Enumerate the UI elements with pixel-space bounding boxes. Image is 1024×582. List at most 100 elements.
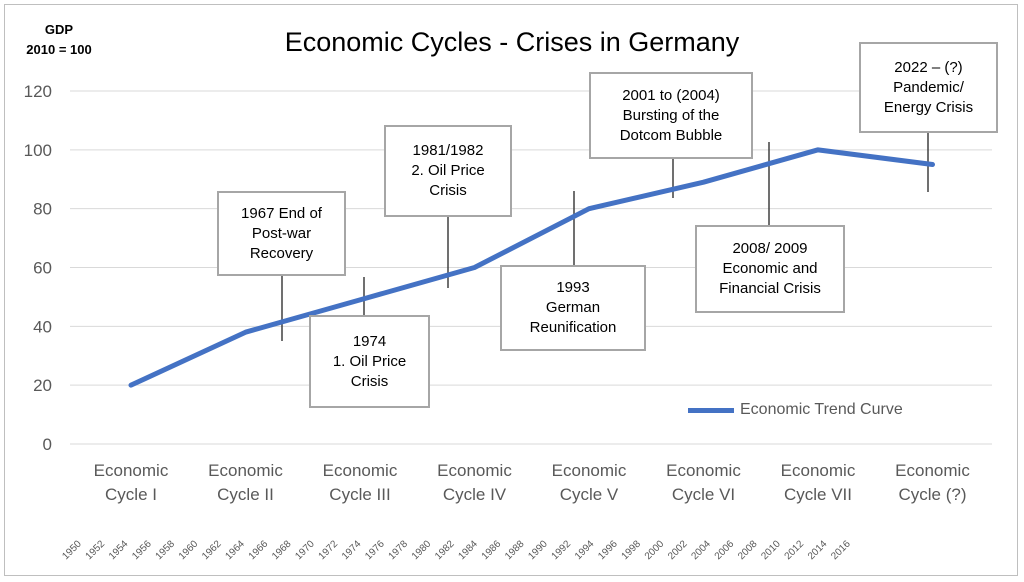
year-tick-label: 2012 bbox=[783, 538, 807, 562]
annotation-line: 1993 bbox=[556, 279, 590, 296]
y-axis-label: GDP 2010 = 100 bbox=[18, 20, 100, 60]
annotation-line: Economic and bbox=[722, 260, 818, 277]
annotation-line: Reunification bbox=[529, 319, 617, 336]
annotation-line: 2008/ 2009 bbox=[732, 240, 808, 257]
annotation-line: German bbox=[545, 299, 601, 316]
annotation-line: Financial Crisis bbox=[719, 280, 821, 297]
year-tick-label: 1974 bbox=[340, 538, 364, 562]
annotation-line: Pandemic/ bbox=[893, 78, 964, 96]
annotation-line: 1967 End of bbox=[241, 204, 322, 222]
annotation-1974: 1974 1. Oil Price Crisis bbox=[309, 315, 430, 408]
y-axis-label-line1: GDP bbox=[44, 22, 74, 37]
year-tick-label: 1976 bbox=[363, 538, 387, 562]
year-tick-label: 1994 bbox=[573, 538, 597, 562]
year-tick-label: 1962 bbox=[200, 538, 224, 562]
chart-frame bbox=[4, 4, 1018, 576]
annotation-1967: 1967 End of Post-war Recovery bbox=[217, 191, 346, 276]
y-tick-label: 60 bbox=[33, 259, 52, 278]
year-tick-label: 2000 bbox=[643, 538, 667, 562]
annotation-line: Crisis bbox=[429, 182, 467, 199]
series-line bbox=[128, 147, 935, 388]
year-tick-label: 1956 bbox=[130, 538, 154, 562]
category-label-line: Cycle I bbox=[105, 485, 157, 504]
category-label: Economic Cycle (?) bbox=[873, 459, 993, 507]
year-tick-label: 2004 bbox=[689, 538, 713, 562]
year-tick-label: 1982 bbox=[433, 538, 457, 562]
category-label-line: Cycle III bbox=[329, 485, 391, 504]
annotation-2001: 2001 to (2004) Bursting of the Dotcom Bu… bbox=[589, 72, 753, 159]
year-tick-label: 1972 bbox=[317, 538, 341, 562]
year-tick-label: 1990 bbox=[526, 538, 550, 562]
year-tick-label: 1998 bbox=[620, 538, 644, 562]
annotation-line: 2001 to (2004) bbox=[622, 86, 720, 104]
category-label-line: Cycle (?) bbox=[898, 485, 967, 504]
year-tick-label: 1984 bbox=[456, 538, 480, 562]
category-label-line: Cycle VII bbox=[783, 485, 853, 504]
annotation-line: 2022 – (?) bbox=[894, 58, 963, 76]
category-label: Economic Cycle IV bbox=[415, 459, 535, 507]
category-label-line: Economic bbox=[208, 461, 283, 480]
category-label: Economic Cycle II bbox=[186, 459, 306, 507]
year-tick-label: 1988 bbox=[503, 538, 527, 562]
year-tick-label: 2002 bbox=[666, 538, 690, 562]
year-tick-label: 2016 bbox=[829, 538, 853, 562]
category-label-line: Economic bbox=[322, 461, 398, 480]
y-tick-label: 20 bbox=[33, 376, 52, 395]
category-label-line: Cycle IV bbox=[442, 485, 507, 504]
year-tick-label: 2010 bbox=[759, 538, 783, 562]
category-label: Economic Cycle VI bbox=[644, 459, 764, 507]
year-tick-label: 1996 bbox=[596, 538, 620, 562]
annotation-line: 1974 bbox=[352, 332, 387, 350]
category-label-line: Economic bbox=[666, 461, 741, 480]
y-tick-label: 0 bbox=[43, 435, 52, 454]
category-label-line: Cycle VI bbox=[671, 485, 736, 504]
category-label-line: Cycle II bbox=[217, 485, 274, 504]
year-tick-label: 1978 bbox=[387, 538, 411, 562]
annotation-1993: 1993 German Reunification bbox=[500, 265, 646, 351]
year-tick-label: 1958 bbox=[154, 538, 178, 562]
year-tick-label: 1950 bbox=[60, 538, 84, 562]
annotation-line: Post-war bbox=[251, 224, 312, 242]
year-tick-label: 1960 bbox=[177, 538, 201, 562]
annotation-line: Bursting of the bbox=[622, 106, 720, 124]
annotation-2022: 2022 – (?) Pandemic/ Energy Crisis bbox=[859, 42, 998, 133]
y-tick-label: 100 bbox=[24, 141, 52, 160]
legend: Economic Trend Curve bbox=[688, 401, 903, 419]
year-tick-label: 1970 bbox=[293, 538, 317, 562]
y-tick-label: 120 bbox=[24, 82, 52, 101]
annotation-2008: 2008/ 2009 Economic and Financial Crisis bbox=[695, 225, 845, 313]
annotation-line: 2. Oil Price bbox=[411, 162, 485, 179]
year-tick-label: 2006 bbox=[713, 538, 737, 562]
category-label-line: Economic bbox=[437, 461, 512, 480]
legend-label: Economic Trend Curve bbox=[740, 401, 903, 418]
category-label: Economic Cycle VII bbox=[758, 459, 878, 507]
year-tick-label: 1986 bbox=[480, 538, 504, 562]
year-tick-label: 2014 bbox=[806, 538, 830, 562]
y-axis-label-line2: 2010 = 100 bbox=[26, 42, 92, 57]
category-label: Economic Cycle V bbox=[529, 459, 649, 507]
year-tick-label: 1966 bbox=[247, 538, 271, 562]
category-label-line: Economic bbox=[551, 461, 627, 480]
year-tick-label: 1980 bbox=[410, 538, 434, 562]
category-label-line: Economic bbox=[93, 461, 169, 480]
legend-swatch bbox=[688, 407, 734, 413]
category-label-line: Economic bbox=[780, 461, 856, 480]
annotation-line: Dotcom Bubble bbox=[619, 126, 723, 144]
annotation-line: Crisis bbox=[350, 372, 389, 390]
annotation-line: 1981/1982 bbox=[412, 142, 484, 159]
category-label: Economic Cycle III bbox=[300, 459, 420, 507]
year-tick-label: 1954 bbox=[107, 538, 131, 562]
y-tick-label: 80 bbox=[33, 200, 52, 219]
category-label-line: Cycle V bbox=[559, 485, 619, 504]
year-tick-label: 2008 bbox=[736, 538, 760, 562]
year-tick-label: 1952 bbox=[84, 538, 108, 562]
annotation-1981: 1981/1982 2. Oil Price Crisis bbox=[384, 125, 512, 217]
chart-title: Economic Cycles - Crises in Germany bbox=[284, 27, 740, 57]
year-tick-label: 1992 bbox=[550, 538, 574, 562]
year-tick-label: 1964 bbox=[223, 538, 247, 562]
year-tick-label: 1968 bbox=[270, 538, 294, 562]
category-label-line: Economic bbox=[895, 461, 970, 480]
y-tick-label: 40 bbox=[33, 317, 52, 336]
annotation-line: 1. Oil Price bbox=[332, 352, 407, 370]
